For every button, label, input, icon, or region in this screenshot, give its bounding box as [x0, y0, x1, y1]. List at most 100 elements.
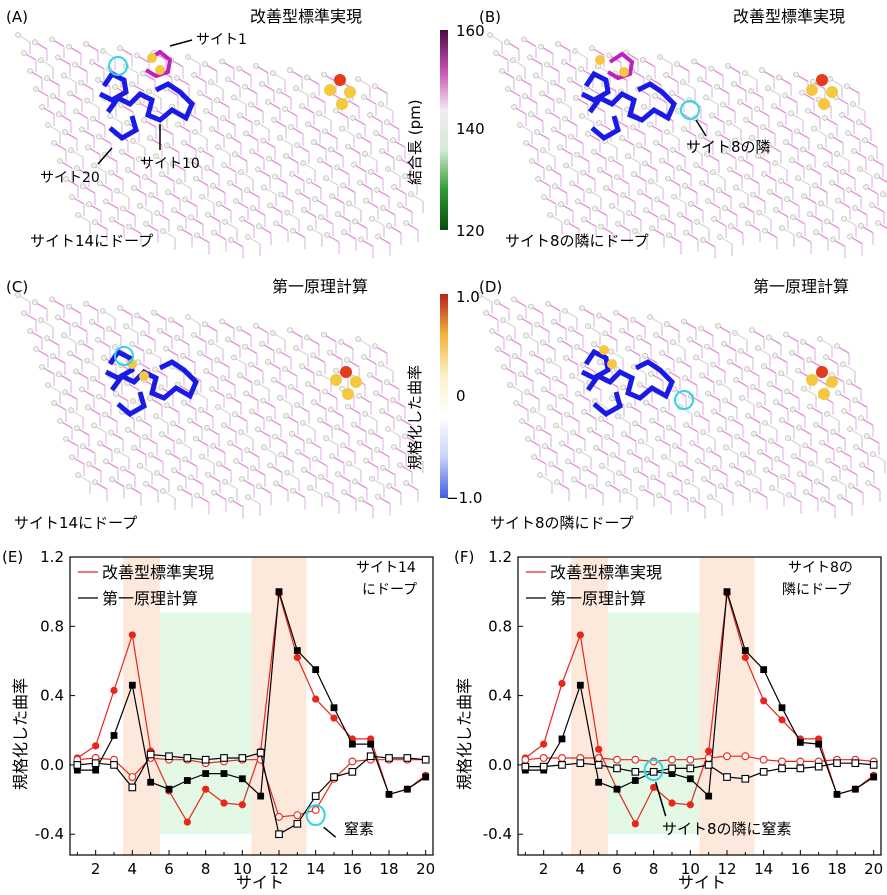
data-point: [220, 799, 228, 807]
data-point: [649, 767, 658, 776]
y-tick-label: 0.0: [488, 756, 512, 774]
data-point: [723, 773, 731, 781]
data-point: [201, 755, 210, 764]
shaded-region: [159, 612, 252, 835]
data-point: [631, 820, 639, 828]
panel-c-dopant-cluster: [330, 366, 362, 400]
plot-frame: [69, 556, 434, 856]
y-tick-label: 1.2: [488, 548, 512, 566]
data-point: [686, 764, 695, 773]
panel-c-letter: (C): [6, 278, 28, 296]
data-point: [723, 752, 731, 761]
data-point: [558, 761, 566, 769]
data-point: [73, 766, 81, 774]
panel-d-doping-caption: サイト8の隣にドープ: [490, 514, 634, 532]
data-point: [367, 740, 375, 748]
x-tick-label: 10: [681, 860, 700, 878]
data-point: [238, 754, 247, 762]
nitrogen-highlight: [643, 759, 664, 782]
data-point: [539, 762, 548, 771]
data-point: [558, 735, 566, 743]
panel-c: (C) 第一原理計算 サイト14にドープ: [6, 277, 424, 532]
panel-b-doping-caption: サイト8の隣にドープ: [505, 232, 649, 250]
data-point: [705, 792, 713, 800]
colorbar-curvature-gradient: [440, 294, 448, 498]
x-tick-label: 2: [539, 860, 549, 878]
data-point: [759, 755, 768, 764]
colorbar-bond-gradient: [440, 30, 448, 230]
chart-e-legend-dft: 第一原理計算: [102, 589, 198, 608]
data-point: [741, 653, 749, 662]
x-tick-label: 12: [717, 860, 736, 878]
data-point: [631, 777, 639, 784]
annotation-arrow: [323, 826, 337, 838]
data-point: [613, 755, 621, 764]
y-tick-label: 0.8: [40, 617, 64, 635]
data-point: [558, 754, 566, 762]
data-point: [576, 631, 584, 639]
data-point: [796, 764, 805, 773]
data-point: [330, 704, 338, 712]
chart-e-ylabel: 規格化した曲率: [11, 678, 30, 790]
data-point: [741, 647, 749, 654]
data-point: [110, 686, 118, 695]
colorbar-curvature: 1.0 0 −1.0 規格化した曲率: [406, 288, 482, 507]
data-point: [851, 785, 859, 793]
y-tick-label: -0.4: [35, 825, 64, 843]
panel-b-annot-site8-adj: サイト8の隣: [686, 138, 771, 156]
data-point: [705, 747, 713, 755]
chart-e-annotation-nitrogen: 窒素: [344, 820, 374, 838]
panel-d-lattice: [477, 292, 886, 519]
data-point: [704, 754, 713, 762]
data-point: [613, 764, 621, 773]
data-point: [110, 761, 118, 769]
data-point: [348, 757, 357, 766]
panel-b-lattice: [487, 32, 887, 259]
chart-f-legend-dft: 第一原理計算: [550, 589, 646, 608]
panel-b-method-title: 改善型標準実現: [733, 7, 845, 26]
panel-a-annot-site1: サイト1: [196, 32, 247, 48]
panel-c-method-title: 第一原理計算: [272, 277, 368, 296]
chart-e-doping-line2: にドープ: [362, 582, 417, 598]
data-point: [851, 759, 860, 768]
data-point: [613, 785, 621, 793]
nitrogen-highlight: [305, 804, 326, 827]
y-tick-label: -0.4: [483, 825, 512, 843]
data-point: [91, 759, 100, 768]
panel-c-nitrogen-circle: [114, 346, 134, 366]
data-point: [165, 752, 173, 761]
shaded-region: [251, 557, 307, 855]
x-tick-label: 18: [379, 860, 398, 878]
x-tick-label: 16: [791, 860, 810, 878]
data-point: [668, 799, 676, 807]
panel-d-nitrogen-circle: [674, 390, 694, 410]
data-point: [403, 785, 411, 793]
data-point: [92, 766, 100, 774]
shaded-region: [571, 557, 608, 855]
chart-f-doping-line2: 隣にドープ: [782, 582, 851, 598]
data-point: [704, 761, 713, 769]
colorbar-bond-label: 結合長 (pm): [406, 99, 424, 185]
data-point: [833, 790, 841, 798]
data-point: [238, 801, 246, 809]
data-point: [348, 767, 357, 776]
panel-a-molecule-highlight: [98, 49, 195, 142]
panel-b-letter: (B): [479, 8, 501, 26]
data-point: [796, 757, 805, 766]
data-point: [668, 755, 676, 764]
data-point: [293, 819, 302, 828]
x-tick-label: 18: [827, 860, 846, 878]
data-point: [275, 830, 283, 839]
data-point: [668, 764, 676, 773]
data-point: [165, 785, 173, 793]
data-point: [631, 755, 640, 764]
chart-f-ylabel: 規格化した曲率: [455, 678, 474, 790]
panel-a-nitrogen-circle: [108, 56, 128, 76]
data-point: [759, 767, 768, 776]
data-point: [202, 785, 210, 793]
data-point: [631, 767, 640, 776]
data-point: [311, 806, 320, 814]
data-point: [595, 745, 603, 753]
data-point: [778, 764, 786, 773]
data-point: [595, 778, 603, 786]
